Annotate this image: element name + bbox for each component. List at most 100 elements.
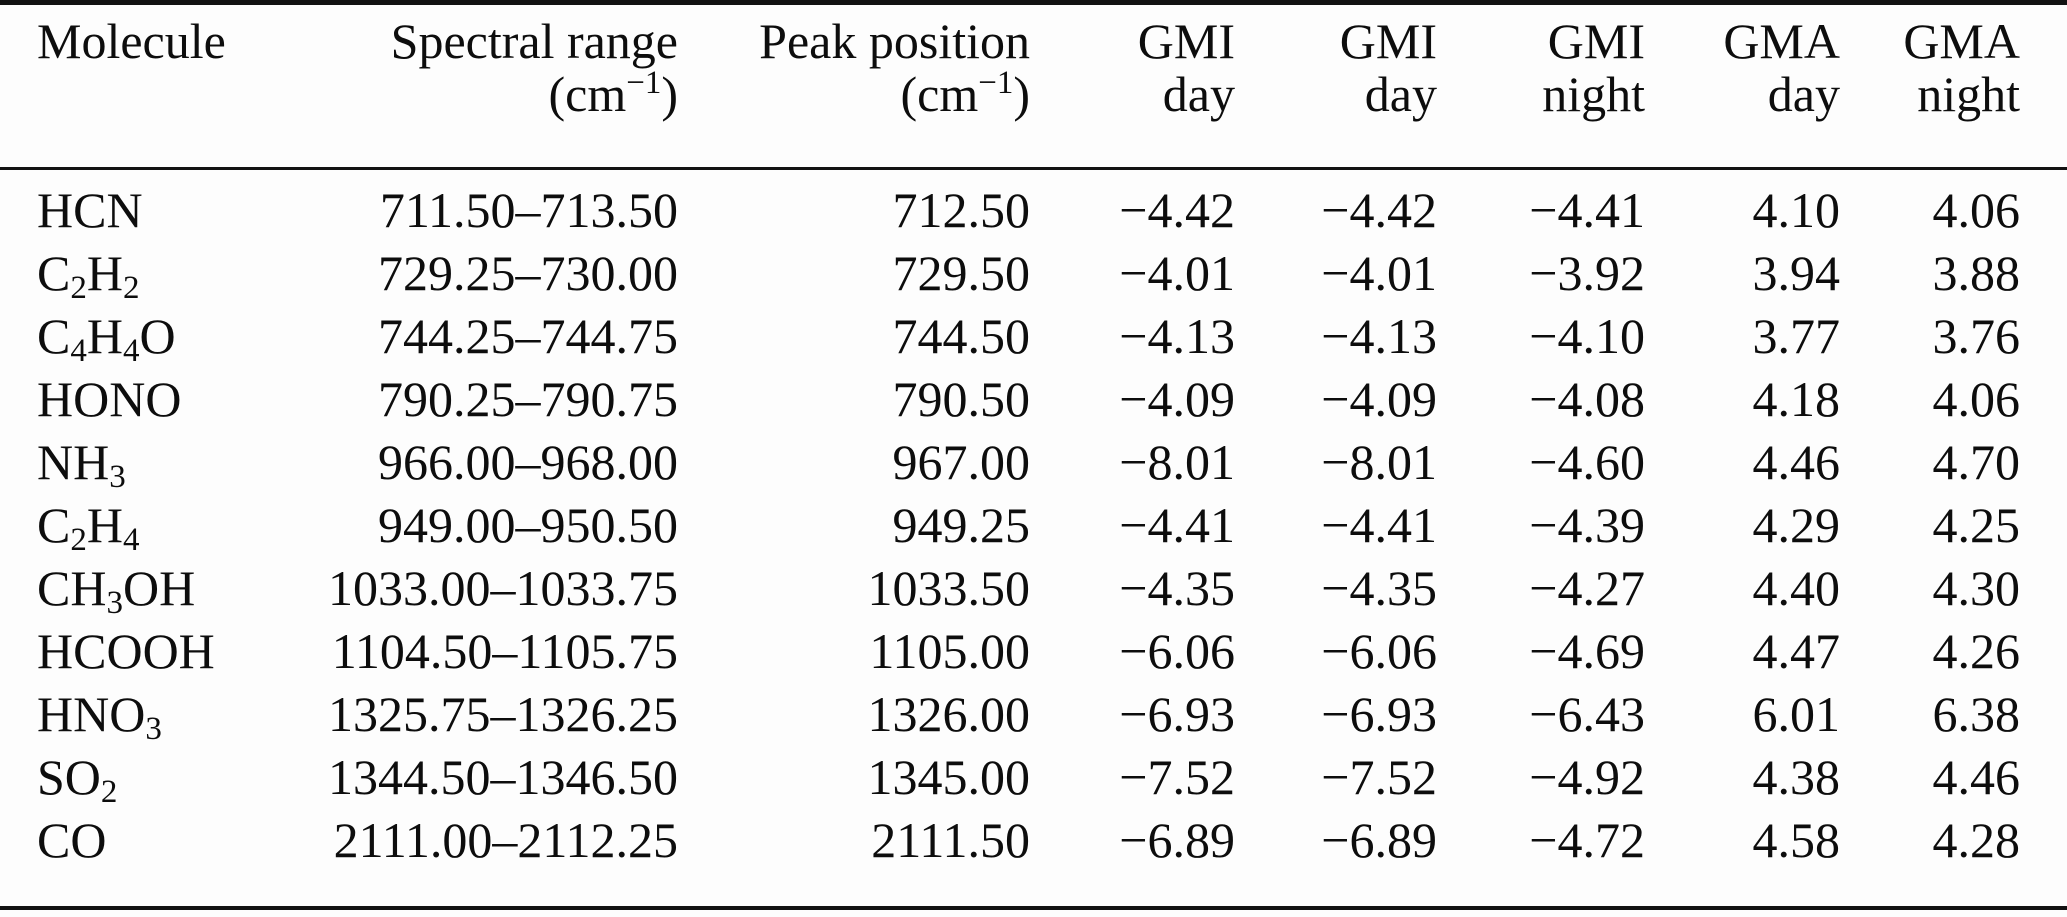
cell-molecule: CO	[37, 812, 107, 868]
cell-gmi-day-1: −4.42	[1119, 182, 1235, 238]
cell-gmi-day-1: −4.41	[1119, 497, 1235, 553]
header-sublabel: day	[1364, 66, 1437, 122]
cell-spectral-range: 2111.00–2112.25	[333, 812, 678, 868]
cell-gma-day: 4.46	[1752, 434, 1841, 490]
cell-peak-position: 1033.50	[867, 560, 1031, 616]
header-label: GMA	[1903, 13, 2020, 69]
header-label: GMI	[1137, 13, 1235, 69]
cell-gmi-day-2: −4.42	[1321, 182, 1437, 238]
table-row: C2H4 949.00–950.50 949.25 −4.41 −4.41 −4…	[0, 494, 2067, 557]
cell-molecule: SO2	[37, 749, 118, 810]
cell-gma-day: 3.77	[1752, 308, 1841, 364]
cell-spectral-range: 1033.00–1033.75	[328, 560, 678, 616]
cell-peak-position: 744.50	[892, 308, 1031, 364]
cell-gmi-day-2: −4.13	[1321, 308, 1437, 364]
cell-gma-night: 4.30	[1932, 560, 2021, 616]
cell-gma-night: 4.06	[1932, 371, 2021, 427]
cell-gma-night: 6.38	[1932, 686, 2021, 742]
cell-spectral-range: 1344.50–1346.50	[328, 749, 678, 805]
cell-gma-night: 4.25	[1932, 497, 2021, 553]
cell-gmi-day-1: −6.93	[1119, 686, 1235, 742]
table-row: HCN 711.50–713.50 712.50 −4.42 −4.42 −4.…	[0, 169, 2067, 243]
column-header-gmi-day-2: GMI day	[1235, 2, 1437, 170]
column-header-molecule: Molecule	[0, 2, 300, 170]
header-sublabel: day	[1162, 66, 1235, 122]
cell-peak-position: 2111.50	[871, 812, 1030, 868]
cell-molecule: HCN	[37, 182, 143, 238]
header-sublabel: night	[1917, 66, 2020, 122]
cell-spectral-range: 744.25–744.75	[378, 308, 678, 364]
cell-gma-night: 4.06	[1932, 182, 2021, 238]
cell-molecule: NH3	[37, 434, 126, 495]
cell-spectral-range: 1325.75–1326.25	[328, 686, 678, 742]
header-sublabel: night	[1542, 66, 1645, 122]
header-sublabel: day	[1767, 66, 1840, 122]
cell-spectral-range: 729.25–730.00	[378, 245, 678, 301]
cell-gmi-day-1: −4.01	[1119, 245, 1235, 301]
table-body: HCN 711.50–713.50 712.50 −4.42 −4.42 −4.…	[0, 169, 2067, 909]
table-row: NH3 966.00–968.00 967.00 −8.01 −8.01 −4.…	[0, 431, 2067, 494]
cell-gmi-day-2: −6.06	[1321, 623, 1437, 679]
column-header-gma-day: GMA day	[1645, 2, 1840, 170]
cell-gmi-night: −4.92	[1529, 749, 1645, 805]
cell-gma-day: 4.47	[1752, 623, 1841, 679]
cell-gmi-day-2: −4.35	[1321, 560, 1437, 616]
unit-exponent: −1	[626, 64, 662, 101]
cell-gmi-day-2: −4.01	[1321, 245, 1437, 301]
cell-molecule: HNO3	[37, 686, 162, 747]
cell-molecule: C2H2	[37, 245, 140, 306]
header-label: GMI	[1547, 13, 1645, 69]
cell-gma-day: 3.94	[1752, 245, 1841, 301]
cell-gmi-night: −4.69	[1529, 623, 1645, 679]
cell-gmi-day-2: −6.89	[1321, 812, 1437, 868]
cell-gma-night: 4.46	[1932, 749, 2021, 805]
header-unit: (cm−1)	[548, 64, 678, 122]
cell-spectral-range: 1104.50–1105.75	[331, 623, 678, 679]
table-row: C2H2 729.25–730.00 729.50 −4.01 −4.01 −3…	[0, 242, 2067, 305]
cell-gma-day: 4.10	[1752, 182, 1841, 238]
header-label: Molecule	[37, 13, 226, 69]
cell-gma-day: 4.40	[1752, 560, 1841, 616]
cell-gma-night: 4.70	[1932, 434, 2021, 490]
cell-gma-day: 4.29	[1752, 497, 1841, 553]
cell-peak-position: 967.00	[892, 434, 1031, 490]
cell-gmi-day-1: −4.35	[1119, 560, 1235, 616]
cell-gmi-day-1: −4.13	[1119, 308, 1235, 364]
header-label: GMA	[1723, 13, 1840, 69]
header-label: Peak position	[759, 13, 1030, 69]
cell-gmi-night: −4.08	[1529, 371, 1645, 427]
column-header-gma-night: GMA night	[1840, 2, 2067, 170]
cell-peak-position: 1105.00	[869, 623, 1030, 679]
header-label: GMI	[1339, 13, 1437, 69]
cell-gmi-night: −4.39	[1529, 497, 1645, 553]
column-header-gmi-night: GMI night	[1437, 2, 1645, 170]
cell-peak-position: 712.50	[892, 182, 1031, 238]
cell-spectral-range: 949.00–950.50	[378, 497, 678, 553]
cell-molecule: CH3OH	[37, 560, 196, 621]
cell-gma-night: 3.76	[1932, 308, 2021, 364]
cell-gmi-day-2: −8.01	[1321, 434, 1437, 490]
column-header-gmi-day-1: GMI day	[1030, 2, 1235, 170]
cell-molecule: HONO	[37, 371, 182, 427]
table-row: HCOOH 1104.50–1105.75 1105.00 −6.06 −6.0…	[0, 620, 2067, 683]
table-row: HONO 790.25–790.75 790.50 −4.09 −4.09 −4…	[0, 368, 2067, 431]
cell-spectral-range: 966.00–968.00	[378, 434, 678, 490]
cell-gma-day: 4.58	[1752, 812, 1841, 868]
cell-gma-night: 4.26	[1932, 623, 2021, 679]
cell-gmi-day-1: −7.52	[1119, 749, 1235, 805]
table-header: Molecule Spectral range (cm−1) Peak posi…	[0, 2, 2067, 170]
cell-spectral-range: 711.50–713.50	[379, 182, 678, 238]
table-header-row: Molecule Spectral range (cm−1) Peak posi…	[0, 2, 2067, 170]
cell-gmi-night: −6.43	[1529, 686, 1645, 742]
cell-gma-day: 4.18	[1752, 371, 1841, 427]
cell-gmi-day-2: −4.41	[1321, 497, 1437, 553]
cell-peak-position: 1345.00	[867, 749, 1031, 805]
cell-peak-position: 949.25	[892, 497, 1031, 553]
cell-gmi-night: −3.92	[1529, 245, 1645, 301]
table-row: CO 2111.00–2112.25 2111.50 −6.89 −6.89 −…	[0, 809, 2067, 908]
table-row: HNO3 1325.75–1326.25 1326.00 −6.93 −6.93…	[0, 683, 2067, 746]
cell-gmi-night: −4.27	[1529, 560, 1645, 616]
cell-gmi-day-1: −6.89	[1119, 812, 1235, 868]
cell-gma-day: 6.01	[1752, 686, 1841, 742]
